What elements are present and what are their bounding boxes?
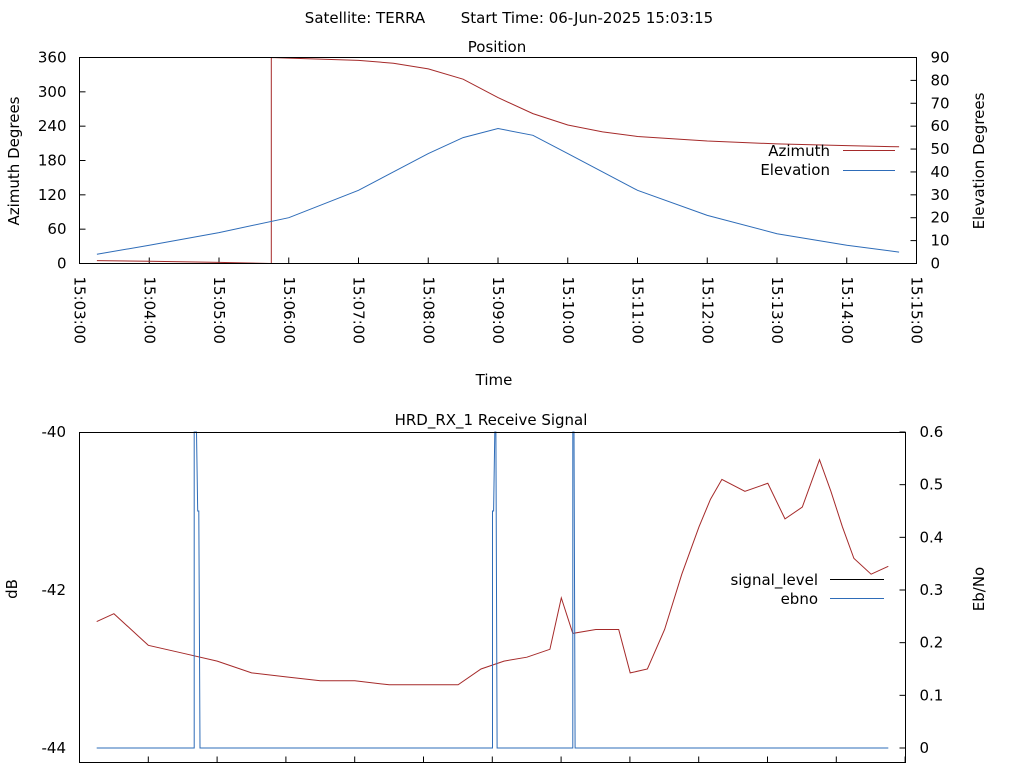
start-time-label: Start Time: 06-Jun-2025 15:03:15 bbox=[461, 9, 713, 27]
position-y2-tick-label: 20 bbox=[931, 209, 950, 227]
position-x-tick-label: 15:04:00 bbox=[140, 277, 158, 344]
signal-y-tick-label: -40 bbox=[42, 423, 67, 441]
position-x-tick-label: 15:08:00 bbox=[419, 277, 437, 344]
position-x-tick-label: 15:09:00 bbox=[489, 277, 507, 344]
signal-y2-tick-label: 0.1 bbox=[920, 686, 944, 704]
signal-y2-tick-label: 0.6 bbox=[920, 423, 944, 441]
position-y2-tick-label: 80 bbox=[931, 71, 950, 89]
signal-y-axis-label: dB bbox=[3, 579, 21, 599]
signal-y2-tick-label: 0.2 bbox=[920, 634, 944, 652]
signal-y2-tick-label: 0.3 bbox=[920, 581, 944, 599]
position-x-axis-label: Time bbox=[475, 371, 513, 389]
satellite-label: Satellite: TERRA bbox=[305, 9, 426, 27]
position-x-tick-label: 15:03:00 bbox=[71, 277, 89, 344]
position-x-tick-label: 15:14:00 bbox=[838, 277, 856, 344]
position-y-axis-label: Azimuth Degrees bbox=[5, 96, 23, 225]
legend-label-signal-level: signal_level bbox=[730, 571, 818, 590]
position-plot-frame bbox=[79, 57, 917, 264]
legend-label-azimuth: Azimuth bbox=[768, 142, 830, 160]
signal-chart-title: HRD_RX_1 Receive Signal bbox=[395, 411, 588, 430]
position-y-tick-label: 300 bbox=[38, 83, 67, 101]
signal-y2-axis-label: Eb/No bbox=[970, 567, 988, 611]
receive-signal-chart: HRD_RX_1 Receive Signal dB Eb/No -44 -42 -… bbox=[3, 411, 988, 763]
position-x-tick-label: 15:05:00 bbox=[210, 277, 228, 344]
elevation-line bbox=[96, 127, 900, 255]
position-x-tick-label: 15:12:00 bbox=[698, 277, 716, 344]
position-legend: Azimuth Elevation bbox=[760, 142, 895, 179]
position-y2-tick-label: 10 bbox=[931, 232, 950, 250]
position-x-tick-label: 15:11:00 bbox=[629, 277, 647, 344]
signal-y2-tick-label: 0.5 bbox=[920, 476, 944, 494]
legend-label-elevation: Elevation bbox=[760, 161, 830, 179]
ebno-line bbox=[96, 431, 889, 749]
legend-label-ebno: ebno bbox=[781, 590, 818, 608]
position-chart: Position Time Azimuth Degrees Elevation … bbox=[5, 38, 988, 389]
signal-level-line bbox=[96, 458, 889, 686]
position-x-tick-label: 15:15:00 bbox=[908, 277, 926, 344]
position-x-tick-label: 15:06:00 bbox=[280, 277, 298, 344]
signal-plot-frame bbox=[79, 432, 906, 763]
position-x-tick-label: 15:10:00 bbox=[559, 277, 577, 344]
position-y2-tick-label: 90 bbox=[931, 49, 950, 67]
position-y2-tick-label: 60 bbox=[931, 117, 950, 135]
position-y2-tick-label: 50 bbox=[931, 140, 950, 158]
position-y2-tick-label: 30 bbox=[931, 186, 950, 204]
position-y2-axis-label: Elevation Degrees bbox=[970, 92, 988, 229]
position-chart-title: Position bbox=[468, 38, 526, 56]
position-y-tick-label: 240 bbox=[38, 117, 67, 135]
signal-y2-tick-label: 0.4 bbox=[920, 528, 944, 546]
position-y2-tick-label: 70 bbox=[931, 94, 950, 112]
signal-y2-tick-label: 0 bbox=[920, 739, 930, 757]
signal-y-tick-label: -42 bbox=[42, 581, 67, 599]
signal-y-tick-label: -44 bbox=[42, 739, 67, 757]
signal-legend: signal_level ebno bbox=[730, 571, 884, 608]
position-x-tick-label: 15:13:00 bbox=[768, 277, 786, 344]
position-y2-tick-label: 0 bbox=[931, 255, 941, 273]
position-y-tick-label: 0 bbox=[57, 255, 67, 273]
position-x-tick-label: 15:07:00 bbox=[350, 277, 368, 344]
position-y-tick-label: 60 bbox=[47, 220, 66, 238]
position-y-tick-label: 360 bbox=[38, 49, 67, 67]
position-y2-tick-label: 40 bbox=[931, 163, 950, 181]
position-y-tick-label: 180 bbox=[38, 152, 67, 170]
position-y-tick-label: 120 bbox=[38, 186, 67, 204]
